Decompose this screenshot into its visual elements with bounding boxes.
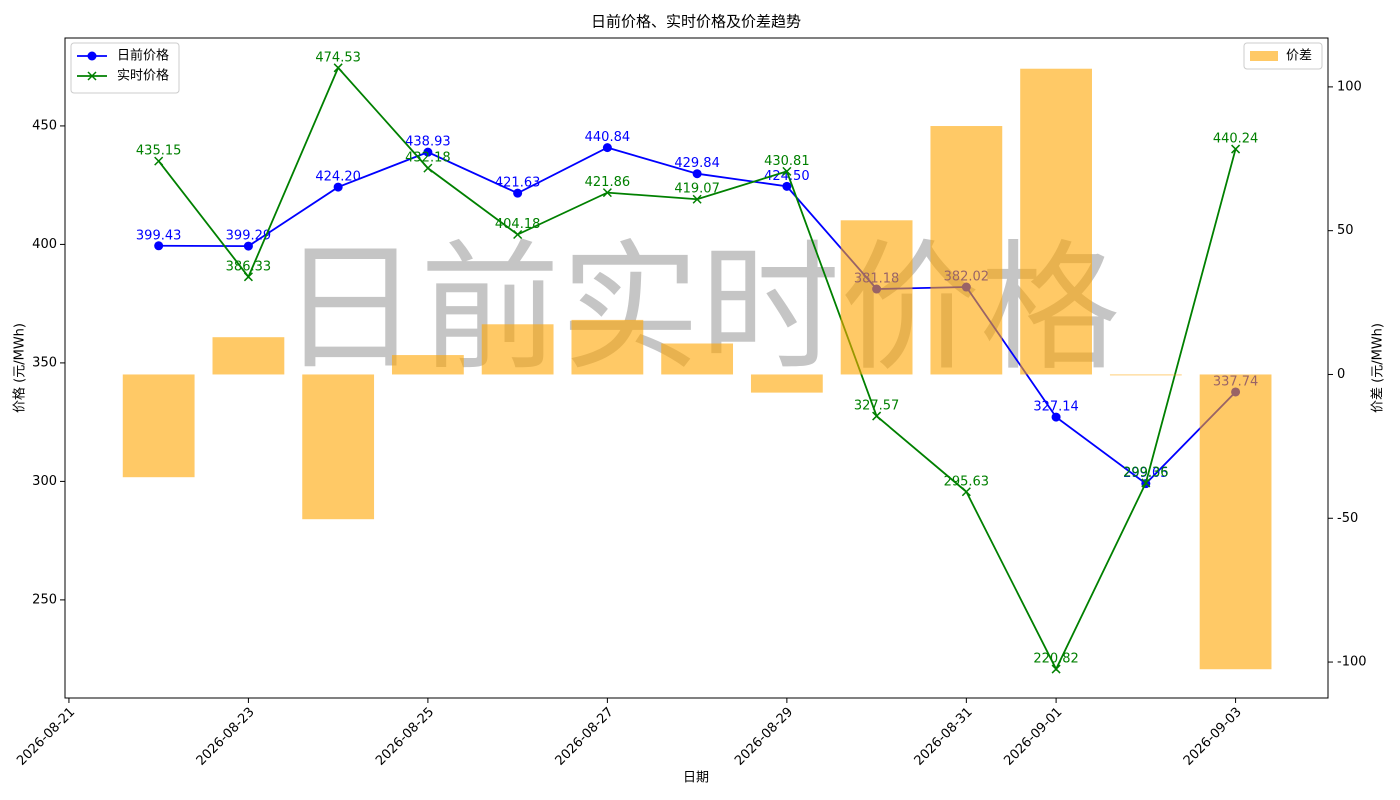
legend-label: 日前价格 xyxy=(117,48,169,64)
point xyxy=(154,241,164,251)
data-label: 419.07 xyxy=(674,182,720,197)
y2-tick-label: 100 xyxy=(1337,79,1362,94)
data-label: 386.33 xyxy=(226,259,272,274)
point xyxy=(602,188,612,198)
bar xyxy=(122,374,195,478)
bar xyxy=(571,319,644,375)
data-label: 327.14 xyxy=(1033,400,1079,415)
data-label: 440.24 xyxy=(1213,132,1259,147)
bar xyxy=(391,355,464,375)
bar xyxy=(930,126,1003,375)
y2-axis-label: 价差 (元/MWh) xyxy=(1371,323,1386,413)
point xyxy=(243,272,253,282)
point xyxy=(333,63,343,73)
x-tick-label: 2026-08-21 xyxy=(14,705,78,769)
data-label: 421.63 xyxy=(495,176,541,191)
point xyxy=(333,182,343,192)
data-label: 474.53 xyxy=(315,50,361,65)
data-label: 424.50 xyxy=(764,169,810,184)
x-tick-label: 2026-08-25 xyxy=(373,705,437,769)
bar xyxy=(1020,68,1092,375)
bar xyxy=(1199,374,1272,670)
data-label: 399.29 xyxy=(226,229,272,244)
y-axis-label: 价格 (元/MWh) xyxy=(12,323,28,413)
point xyxy=(513,188,523,198)
point xyxy=(1231,144,1241,154)
data-label: 399.43 xyxy=(136,228,182,243)
chart-title: 日前价格、实时价格及价差趋势 xyxy=(591,13,801,31)
point xyxy=(872,411,882,421)
y2-tick-label: -100 xyxy=(1337,655,1367,670)
point xyxy=(1051,412,1061,422)
x-axis-label: 日期 xyxy=(683,771,709,786)
legend-swatch xyxy=(1250,51,1278,61)
legend-box xyxy=(1243,42,1323,70)
y-tick-label: 250 xyxy=(32,592,57,607)
point xyxy=(513,229,523,240)
legend-marker xyxy=(87,71,97,81)
point xyxy=(692,169,702,179)
point xyxy=(692,194,702,204)
y-tick-label: 350 xyxy=(32,355,57,370)
y-tick-label: 400 xyxy=(32,237,57,252)
point xyxy=(1051,664,1061,674)
point xyxy=(1141,478,1151,488)
point xyxy=(782,181,792,191)
x-tick-label: 2026-09-01 xyxy=(1001,705,1065,769)
point xyxy=(243,241,253,251)
data-label: 440.84 xyxy=(585,130,631,145)
data-label: 327.57 xyxy=(854,399,900,414)
bar xyxy=(212,337,285,375)
data-label: 429.84 xyxy=(674,156,720,171)
bar xyxy=(302,374,375,520)
point xyxy=(602,143,612,153)
legend-marker xyxy=(87,51,97,61)
y2-tick-label: 0 xyxy=(1337,367,1345,382)
x-tick-label: 2026-08-23 xyxy=(194,705,258,769)
x-tick-label: 2026-08-29 xyxy=(732,705,796,769)
point xyxy=(423,163,433,173)
bar xyxy=(840,220,913,375)
bar xyxy=(661,343,734,375)
point xyxy=(782,166,792,176)
y-tick-label: 300 xyxy=(32,474,57,489)
plot-frame xyxy=(64,37,1329,699)
y2-tick-label: 50 xyxy=(1337,223,1354,238)
data-label: 424.20 xyxy=(315,170,361,185)
legend-label: 价差 xyxy=(1286,49,1312,64)
legend-label: 实时价格 xyxy=(117,68,169,84)
data-label: 299.05 xyxy=(1123,466,1169,481)
x-tick-label: 2026-09-03 xyxy=(1181,705,1245,769)
data-label: 421.86 xyxy=(585,175,631,190)
y2-tick-label: -50 xyxy=(1337,511,1358,526)
data-label: 299.36 xyxy=(1123,465,1169,480)
bar xyxy=(1109,374,1182,376)
y-tick-label: 450 xyxy=(32,118,57,133)
x-tick-label: 2026-08-27 xyxy=(553,705,617,769)
point xyxy=(154,156,164,166)
data-label: 404.18 xyxy=(495,217,541,232)
data-label: 438.93 xyxy=(405,135,451,150)
x-tick-label: 2026-08-31 xyxy=(912,705,976,769)
data-label: 435.15 xyxy=(136,144,182,159)
data-label: 220.82 xyxy=(1033,652,1079,667)
data-label: 432.18 xyxy=(405,151,451,166)
bar xyxy=(481,324,554,375)
data-label: 295.63 xyxy=(944,474,990,489)
bar xyxy=(750,374,823,393)
data-label: 430.81 xyxy=(764,154,810,169)
point xyxy=(423,147,433,157)
point xyxy=(961,487,971,497)
